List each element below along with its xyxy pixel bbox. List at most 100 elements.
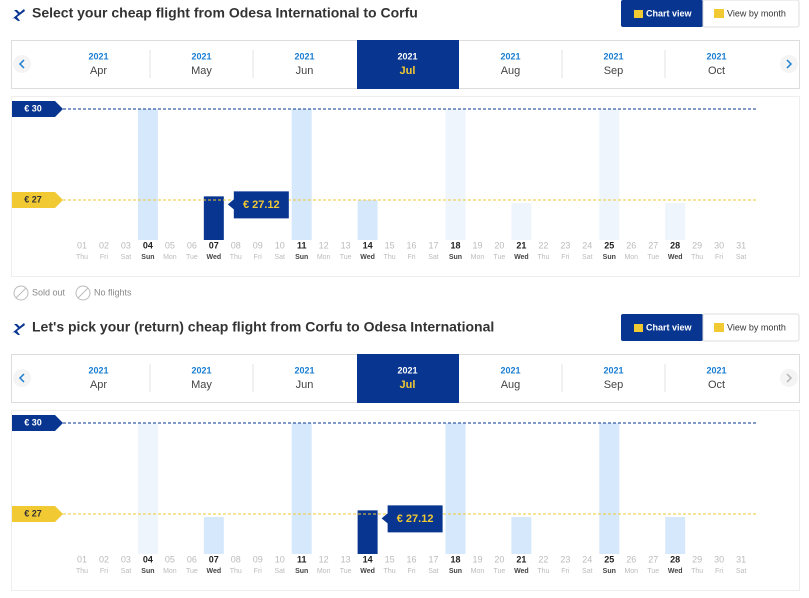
weekday: Sun	[141, 568, 154, 575]
selected-fare-bar[interactable]	[203, 196, 224, 240]
day-number: 18	[450, 554, 460, 564]
price-tag	[12, 415, 63, 431]
weekday: Mon	[317, 568, 331, 575]
day-number: 20	[494, 554, 504, 564]
day-number: 19	[472, 240, 482, 250]
day-number: 25	[604, 554, 614, 564]
fare-bar[interactable]	[665, 517, 686, 554]
fare-bar[interactable]	[357, 200, 378, 240]
weekday: Sat	[582, 568, 593, 575]
chart-view-label: Chart view	[646, 322, 693, 332]
day-number: 22	[538, 554, 548, 564]
day-number: 14	[363, 554, 373, 564]
price-tag-label: € 27	[24, 508, 42, 518]
weekday: Mon	[471, 568, 485, 575]
prev-arrow[interactable]	[13, 55, 31, 73]
fare-bar[interactable]	[137, 109, 158, 240]
month-cell-selected[interactable]	[357, 40, 459, 89]
day-number: 01	[77, 240, 87, 250]
weekday: Sun	[603, 568, 616, 575]
day-number: 11	[297, 240, 307, 250]
weekday: Fri	[407, 568, 416, 575]
day-number: 25	[604, 240, 614, 250]
next-arrow[interactable]	[780, 55, 798, 73]
month-year: 2021	[603, 365, 623, 375]
day-number: 14	[363, 240, 373, 250]
weekday: Sun	[449, 568, 462, 575]
day-number: 07	[209, 240, 219, 250]
price-tag-label: € 27	[24, 194, 42, 204]
fare-bar[interactable]	[599, 423, 620, 554]
fare-bar[interactable]	[511, 203, 532, 240]
weekday: Fri	[407, 254, 416, 261]
day-number: 19	[472, 554, 482, 564]
day-number: 24	[582, 554, 592, 564]
day-number: 04	[143, 554, 153, 564]
next-arrow[interactable]	[780, 369, 798, 387]
selected-fare-bar[interactable]	[357, 510, 378, 554]
fare-bar[interactable]	[445, 423, 466, 554]
day-number: 15	[385, 240, 395, 250]
fare-bar[interactable]	[291, 423, 312, 554]
weekday: Mon	[163, 568, 177, 575]
month-year: 2021	[294, 51, 314, 61]
prev-arrow-glyph	[18, 59, 25, 69]
plane-icon	[12, 323, 25, 335]
legend-icon	[13, 285, 29, 301]
day-number: 18	[450, 240, 460, 250]
day-number: 11	[297, 554, 307, 564]
weekday: Sat	[582, 254, 593, 261]
day-number: 09	[253, 554, 263, 564]
day-number: 28	[670, 240, 680, 250]
weekday: Sat	[274, 568, 285, 575]
fare-bar[interactable]	[203, 517, 224, 554]
day-number: 28	[670, 554, 680, 564]
month-cell-selected[interactable]	[357, 354, 459, 403]
weekday: Sat	[121, 568, 132, 575]
weekday: Wed	[668, 568, 683, 575]
month-view-label: View by month	[727, 8, 786, 18]
prev-arrow[interactable]	[13, 369, 31, 387]
fare-bar[interactable]	[665, 203, 686, 240]
weekday: Fri	[561, 254, 570, 261]
day-number: 29	[692, 240, 702, 250]
month-year: 2021	[397, 51, 417, 61]
month-view-button[interactable]	[702, 313, 800, 342]
chart-view-button[interactable]	[621, 314, 703, 341]
chart-view-button[interactable]	[621, 0, 703, 27]
weekday: Fri	[715, 254, 724, 261]
weekday: Thu	[76, 568, 88, 575]
day-number: 12	[319, 554, 329, 564]
day-number: 04	[143, 240, 153, 250]
legend-icon-slash	[77, 287, 89, 299]
weekday: Sun	[295, 254, 308, 261]
weekday: Fri	[100, 254, 109, 261]
weekday: Fri	[561, 568, 570, 575]
day-number: 08	[231, 554, 241, 564]
weekday: Tue	[494, 254, 506, 261]
fare-bar[interactable]	[511, 517, 532, 554]
fare-bar[interactable]	[445, 109, 466, 240]
day-number: 27	[648, 554, 658, 564]
day-number: 08	[231, 240, 241, 250]
fare-bar[interactable]	[137, 423, 158, 554]
fare-bar[interactable]	[599, 109, 620, 240]
chart-view-label: Chart view	[646, 8, 693, 18]
month-name: May	[191, 379, 212, 391]
month-view-button[interactable]	[702, 0, 800, 28]
fare-bar[interactable]	[291, 109, 312, 240]
day-number: 15	[385, 554, 395, 564]
weekday: Fri	[100, 568, 109, 575]
day-number: 12	[319, 240, 329, 250]
legend-icon	[75, 285, 91, 301]
weekday: Tue	[494, 568, 506, 575]
day-number: 20	[494, 240, 504, 250]
weekday: Thu	[230, 568, 242, 575]
day-number: 02	[99, 240, 109, 250]
day-number: 26	[626, 554, 636, 564]
month-name: Jul	[400, 65, 416, 77]
weekday: Tue	[647, 254, 659, 261]
weekday: Sun	[141, 254, 154, 261]
plane-icon	[12, 9, 25, 21]
